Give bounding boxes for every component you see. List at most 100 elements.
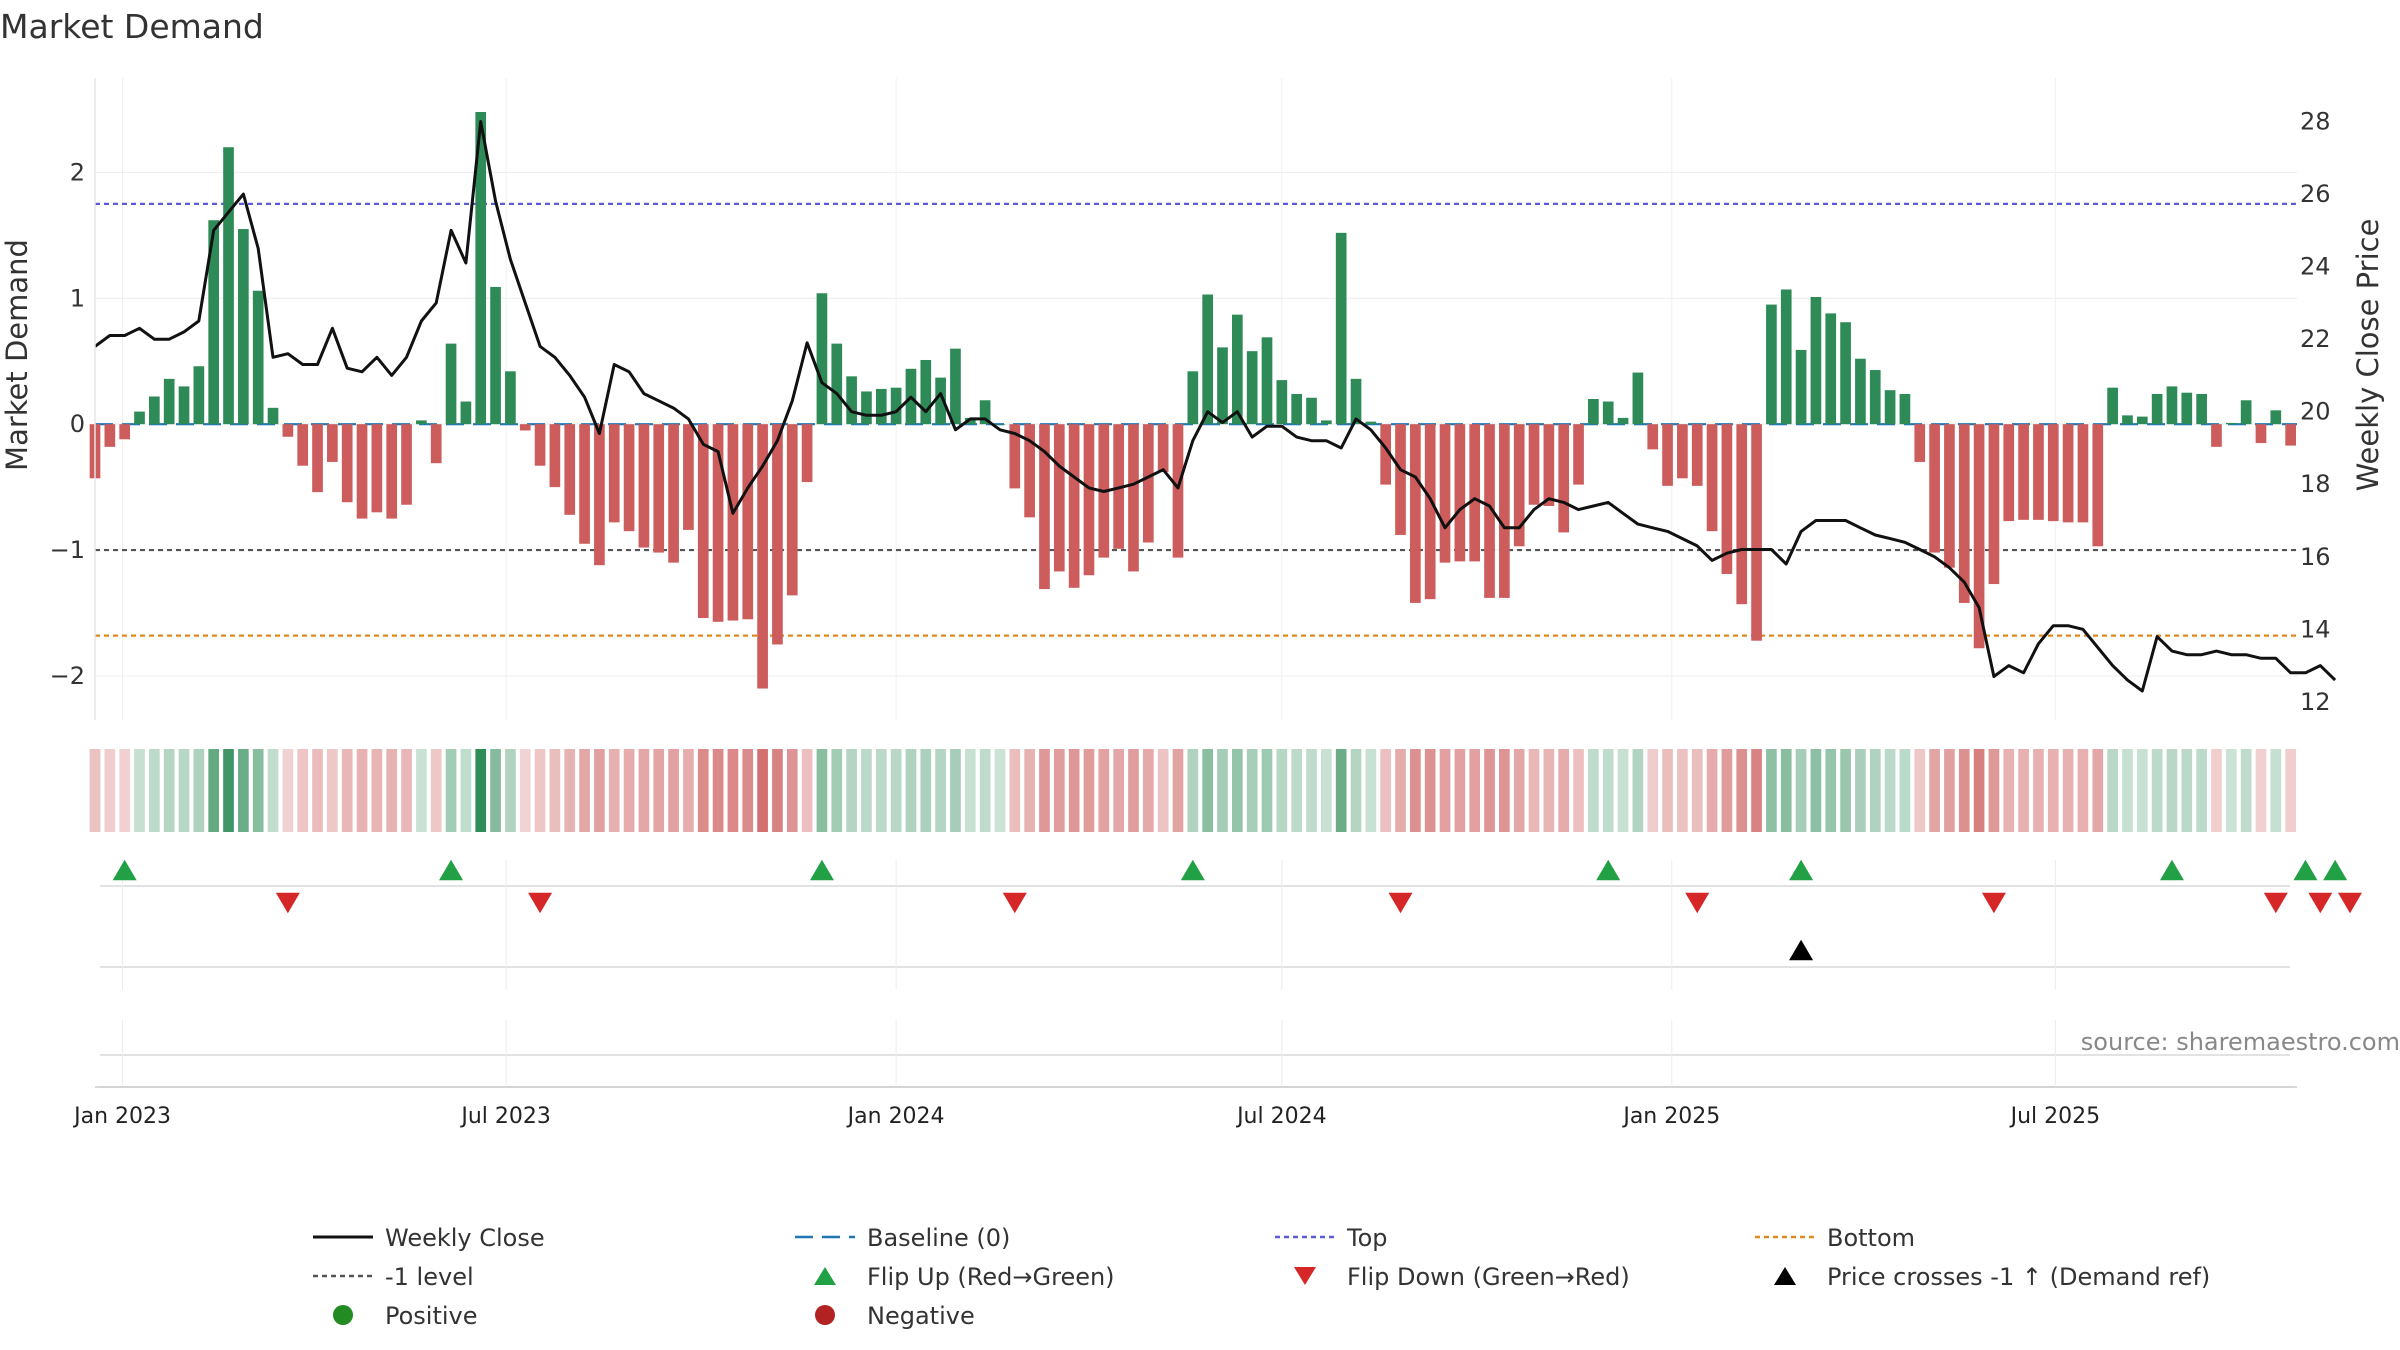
strip-cell <box>1202 749 1213 832</box>
demand-bar <box>1365 421 1377 425</box>
strip-cell <box>935 749 946 832</box>
strip-cell <box>534 749 546 832</box>
demand-bar <box>1810 297 1822 425</box>
demand-bar <box>1513 424 1525 547</box>
flip-down-marker <box>2308 892 2333 914</box>
strip-cell <box>1098 749 1110 832</box>
demand-bar <box>2196 393 2207 425</box>
x-tick-label: Jan 2024 <box>846 1104 945 1129</box>
strip-cell <box>1899 749 1911 832</box>
demand-bar <box>2062 424 2074 523</box>
strip-cell <box>519 749 531 832</box>
strip-cell <box>1083 749 1095 832</box>
strip-cell <box>1706 749 1718 832</box>
strip-cell <box>1365 749 1377 832</box>
demand-bar <box>772 424 783 645</box>
strip-cell <box>475 749 487 832</box>
demand-bar <box>2211 424 2222 447</box>
demand-bar <box>1335 232 1347 425</box>
strip-cell <box>1677 749 1688 832</box>
demand-bar <box>2018 424 2029 520</box>
demand-bar <box>1588 399 1599 425</box>
strip-cell <box>134 749 145 832</box>
demand-bar <box>1795 349 1807 425</box>
legend-label: -1 level <box>385 1263 474 1291</box>
strip-cell <box>1291 749 1303 832</box>
strip-cell <box>267 749 279 832</box>
legend-label: Bottom <box>1827 1224 1915 1252</box>
demand-bar <box>2092 424 2104 547</box>
flip-up-marker <box>809 859 834 881</box>
strip-cell <box>2062 749 2074 832</box>
demand-bar <box>1647 424 1659 450</box>
signal-markers: Jan 2023 Jul 2023 Jan 2024 Jul 2024 Jan 2025… <box>72 859 2362 1129</box>
strip-cell <box>1958 749 1970 832</box>
strip-cell <box>1884 749 1896 832</box>
demand-bar <box>356 424 368 519</box>
strip-cell <box>1855 749 1866 832</box>
demand-bar <box>2225 422 2237 425</box>
legend-label: Flip Up (Red→Green) <box>867 1263 1115 1291</box>
strip-cell <box>1825 749 1837 832</box>
demand-bar <box>2240 400 2252 425</box>
strip-cell <box>1632 749 1644 832</box>
reference-lines <box>95 202 2297 637</box>
y-axis-title: Market Demand <box>0 239 34 471</box>
demand-bar <box>1721 424 1733 574</box>
strip-cell <box>920 749 932 832</box>
demand-bar <box>1706 424 1718 532</box>
demand-bar <box>1884 390 1896 425</box>
strip-cell <box>1588 749 1599 832</box>
demand-bar <box>1958 424 1970 603</box>
demand-bar <box>1261 337 1273 425</box>
demand-bar <box>341 424 353 503</box>
strip-cell <box>1276 749 1288 832</box>
demand-bar <box>1395 424 1406 535</box>
strip-cell <box>697 749 709 832</box>
demand-bar <box>2255 424 2267 444</box>
demand-bar <box>712 424 724 622</box>
demand-bar <box>1009 424 1021 489</box>
legend-label: Weekly Close <box>385 1224 545 1252</box>
demand-bar <box>252 290 264 425</box>
demand-bar <box>875 388 887 425</box>
demand-bar <box>1825 313 1837 425</box>
demand-bar <box>416 420 427 425</box>
strip-cell <box>890 749 902 832</box>
demand-bar <box>1543 424 1555 506</box>
demand-bar <box>1424 424 1436 600</box>
demand-bar <box>1662 424 1673 486</box>
strip-cell <box>2018 749 2029 832</box>
demand-bar <box>2107 387 2118 425</box>
strip-cell <box>1424 749 1436 832</box>
strip-cell <box>252 749 264 832</box>
strip-cell <box>1306 749 1317 832</box>
x-tick-label: Jan 2025 <box>1621 1104 1720 1129</box>
demand-bar <box>816 293 828 425</box>
demand-bar <box>638 424 650 548</box>
flip-down-marker <box>1685 892 1710 914</box>
demand-bar <box>2136 416 2148 425</box>
demand-bar <box>1558 424 1570 533</box>
demand-bar <box>1632 372 1644 425</box>
legend-label: Positive <box>385 1302 478 1330</box>
strip-cell <box>1142 749 1154 832</box>
strip-cell <box>1053 749 1065 832</box>
demand-bar <box>460 401 472 425</box>
demand-bar <box>920 359 932 425</box>
demand-bar <box>1840 322 1851 425</box>
chart-title: Market Demand <box>0 7 264 46</box>
strip-cell <box>2181 749 2193 832</box>
strip-cell <box>1261 749 1273 832</box>
strip-cell <box>1113 749 1124 832</box>
demand-bar <box>1973 424 1985 649</box>
demand-bar <box>1988 424 2000 585</box>
strip-cell <box>445 749 457 832</box>
demand-bar <box>534 424 546 466</box>
strip-cell <box>1944 749 1955 832</box>
demand-bar <box>1914 424 1926 462</box>
strip-cell <box>712 749 724 832</box>
demand-bar <box>1172 424 1184 558</box>
x-tick-label: Jul 2023 <box>459 1104 551 1129</box>
strip-cell <box>1009 749 1021 832</box>
